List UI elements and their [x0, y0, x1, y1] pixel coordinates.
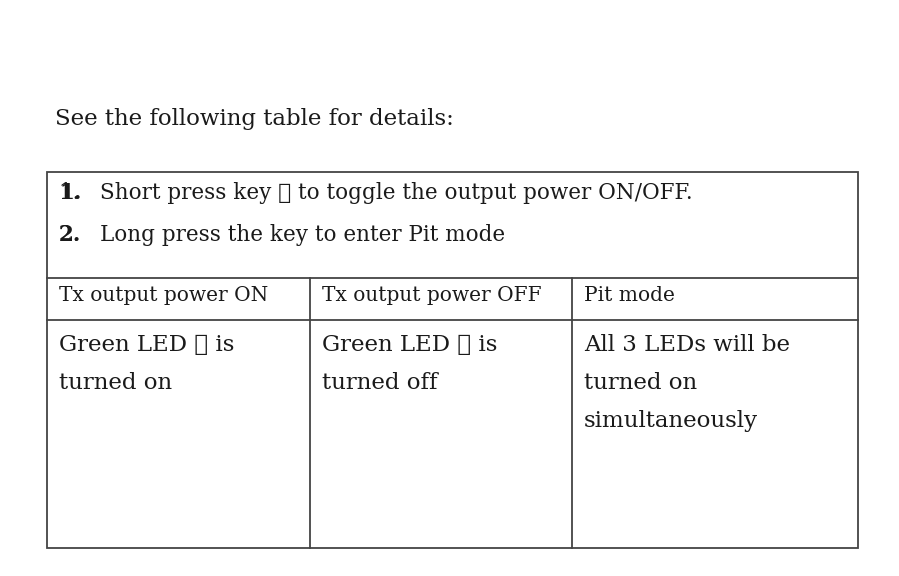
Text: Green LED ③ is: Green LED ③ is: [322, 334, 497, 356]
Text: 2.   Long press the key to enter Pit mode: 2. Long press the key to enter Pit mode: [59, 224, 505, 246]
Bar: [47, 172, 858, 548]
Text: turned off: turned off: [322, 372, 438, 394]
Text: Pit mode: Pit mode: [584, 286, 675, 305]
Text: simultaneously: simultaneously: [584, 410, 758, 432]
Text: turned on: turned on: [59, 372, 172, 394]
Text: 2.: 2.: [59, 224, 82, 246]
Text: Tx output power OFF: Tx output power OFF: [322, 286, 541, 305]
Text: Green LED ③ is: Green LED ③ is: [59, 334, 235, 356]
Text: All 3 LEDs will be: All 3 LEDs will be: [584, 334, 790, 356]
Text: 1.: 1.: [59, 182, 82, 204]
Text: See the following table for details:: See the following table for details:: [55, 108, 454, 130]
Text: turned on: turned on: [584, 372, 697, 394]
Text: Tx output power ON: Tx output power ON: [59, 286, 268, 305]
Text: 1.   Short press key ⓤ to toggle the output power ON/OFF.: 1. Short press key ⓤ to toggle the outpu…: [59, 182, 692, 204]
